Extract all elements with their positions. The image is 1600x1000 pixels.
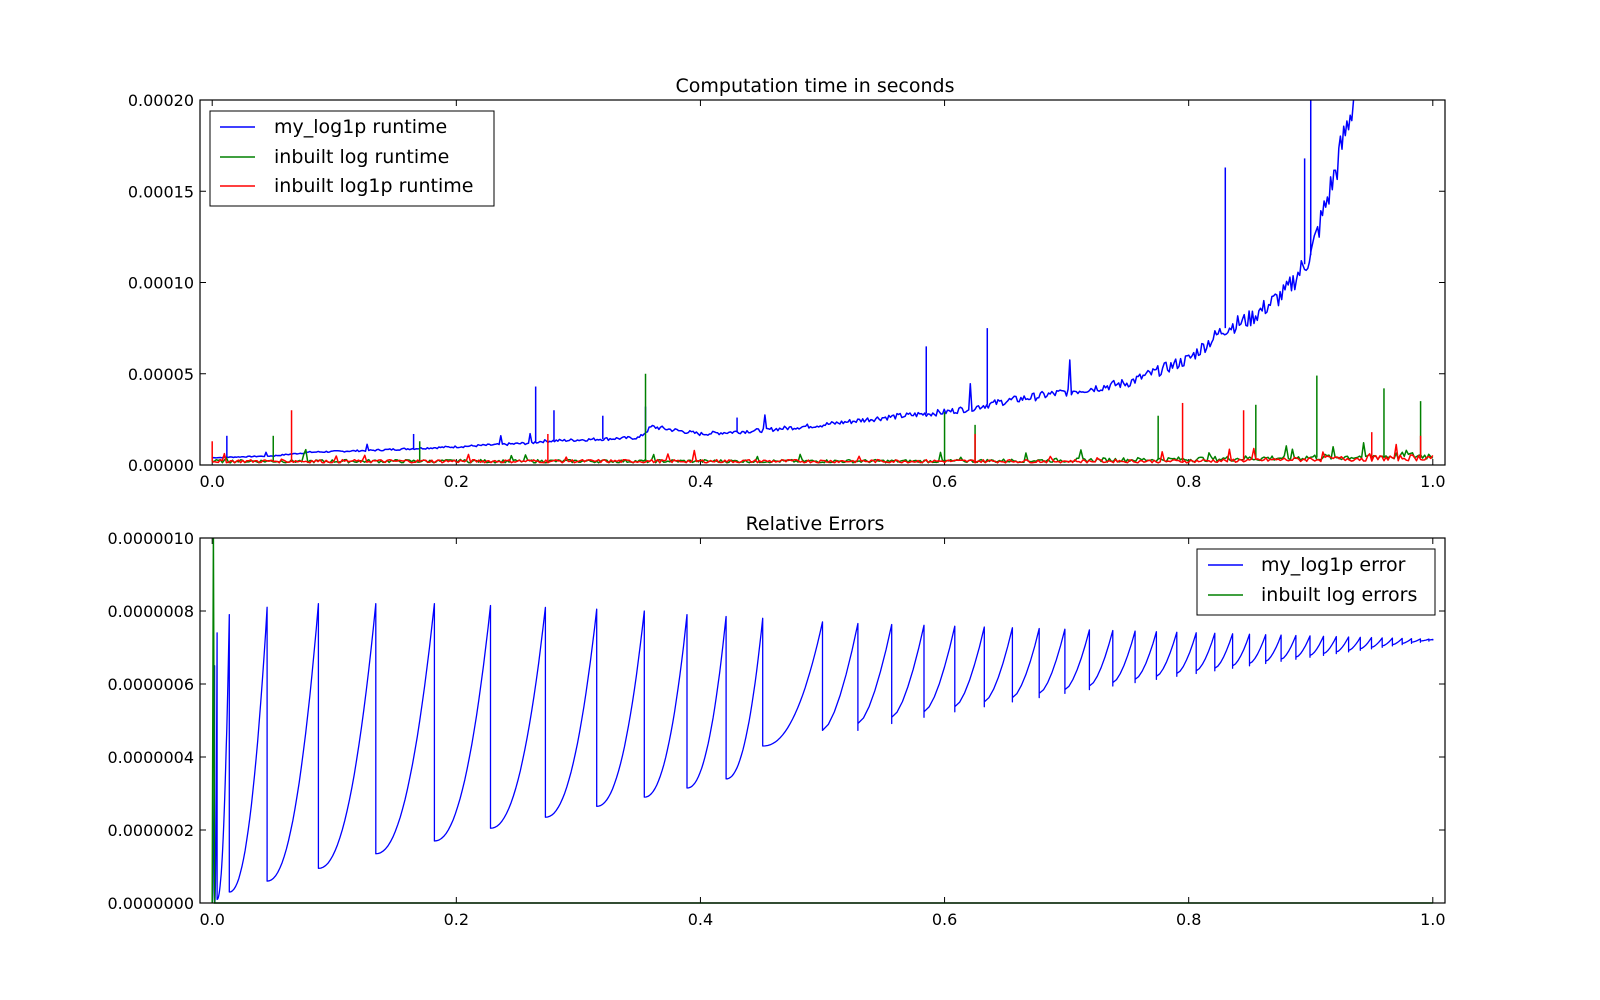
- runtime-x-tick-label: 0.8: [1176, 472, 1201, 491]
- runtime-chart-frame: [199, 99, 1446, 466]
- legend-label-inbuilt-log-runtime: inbuilt log runtime: [274, 146, 449, 168]
- errors-x-tick-label: 1.0: [1420, 910, 1445, 929]
- errors-y-tick-label: 0.0000000: [107, 894, 194, 913]
- series-line-my-log1p-error: [211, 603, 1434, 904]
- legend-label-inbuilt-log-errors: inbuilt log errors: [1261, 584, 1417, 606]
- runtime-legend-box: [209, 110, 495, 207]
- runtime-chart: Computation time in seconds 0.0 0.2 0.4 0.6…: [128, 75, 1446, 491]
- runtime-y-tick-label: 0.00010: [128, 274, 194, 293]
- series-line-inbuilt-log1p-runtime: [211, 443, 1434, 464]
- runtime-chart-legend: my_log1p runtime inbuilt log runtime inb…: [209, 110, 495, 207]
- runtime-y-tick-label: 0.00005: [128, 365, 194, 384]
- series-line-my-log1p-runtime: [212, 100, 1355, 459]
- runtime-chart-ticks: 0.0 0.2 0.4 0.6 0.8 1.0 0.00000 0.00005 0.00010 0…: [128, 91, 1446, 491]
- errors-x-tick-label: 0.2: [444, 910, 469, 929]
- errors-y-tick-label: 0.0000010: [107, 529, 194, 548]
- legend-label-my-log1p-runtime: my_log1p runtime: [274, 116, 447, 138]
- legend-label-inbuilt-log1p-runtime: inbuilt log1p runtime: [274, 175, 473, 197]
- errors-x-tick-label: 0.8: [1176, 910, 1201, 929]
- runtime-y-tick-label: 0.00015: [128, 182, 194, 201]
- errors-chart: Relative Errors 0.0 0.2 0.4 0.6 0.8 1.0 0.0000…: [107, 513, 1446, 929]
- runtime-x-tick-label: 0.4: [688, 472, 713, 491]
- errors-x-tick-label: 0.6: [932, 910, 957, 929]
- errors-chart-ticks: 0.0 0.2 0.4 0.6 0.8 1.0 0.0000000 0.0000002 0.00…: [107, 529, 1445, 929]
- errors-legend-box: [1196, 548, 1436, 616]
- errors-y-tick-label: 0.0000006: [107, 675, 194, 694]
- errors-chart-title: Relative Errors: [746, 513, 885, 535]
- legend-label-my-log1p-error: my_log1p error: [1261, 554, 1406, 576]
- runtime-x-tick-label: 0.6: [932, 472, 957, 491]
- runtime-y-tick-label: 0.00000: [128, 456, 194, 475]
- runtime-x-tick-label: 0.2: [444, 472, 469, 491]
- errors-y-tick-label: 0.0000008: [107, 602, 194, 621]
- errors-x-tick-label: 0.0: [199, 910, 224, 929]
- runtime-chart-title: Computation time in seconds: [675, 75, 954, 97]
- runtime-x-tick-label: 0.0: [199, 472, 224, 491]
- errors-chart-legend: my_log1p error inbuilt log errors: [1196, 548, 1436, 616]
- runtime-chart-series: [211, 100, 1434, 464]
- runtime-x-tick-label: 1.0: [1420, 472, 1445, 491]
- errors-x-tick-label: 0.4: [688, 910, 713, 929]
- errors-y-tick-label: 0.0000002: [107, 821, 194, 840]
- runtime-y-tick-label: 0.00020: [128, 91, 194, 110]
- errors-chart-frame: [199, 537, 1446, 904]
- errors-y-tick-label: 0.0000004: [107, 748, 194, 767]
